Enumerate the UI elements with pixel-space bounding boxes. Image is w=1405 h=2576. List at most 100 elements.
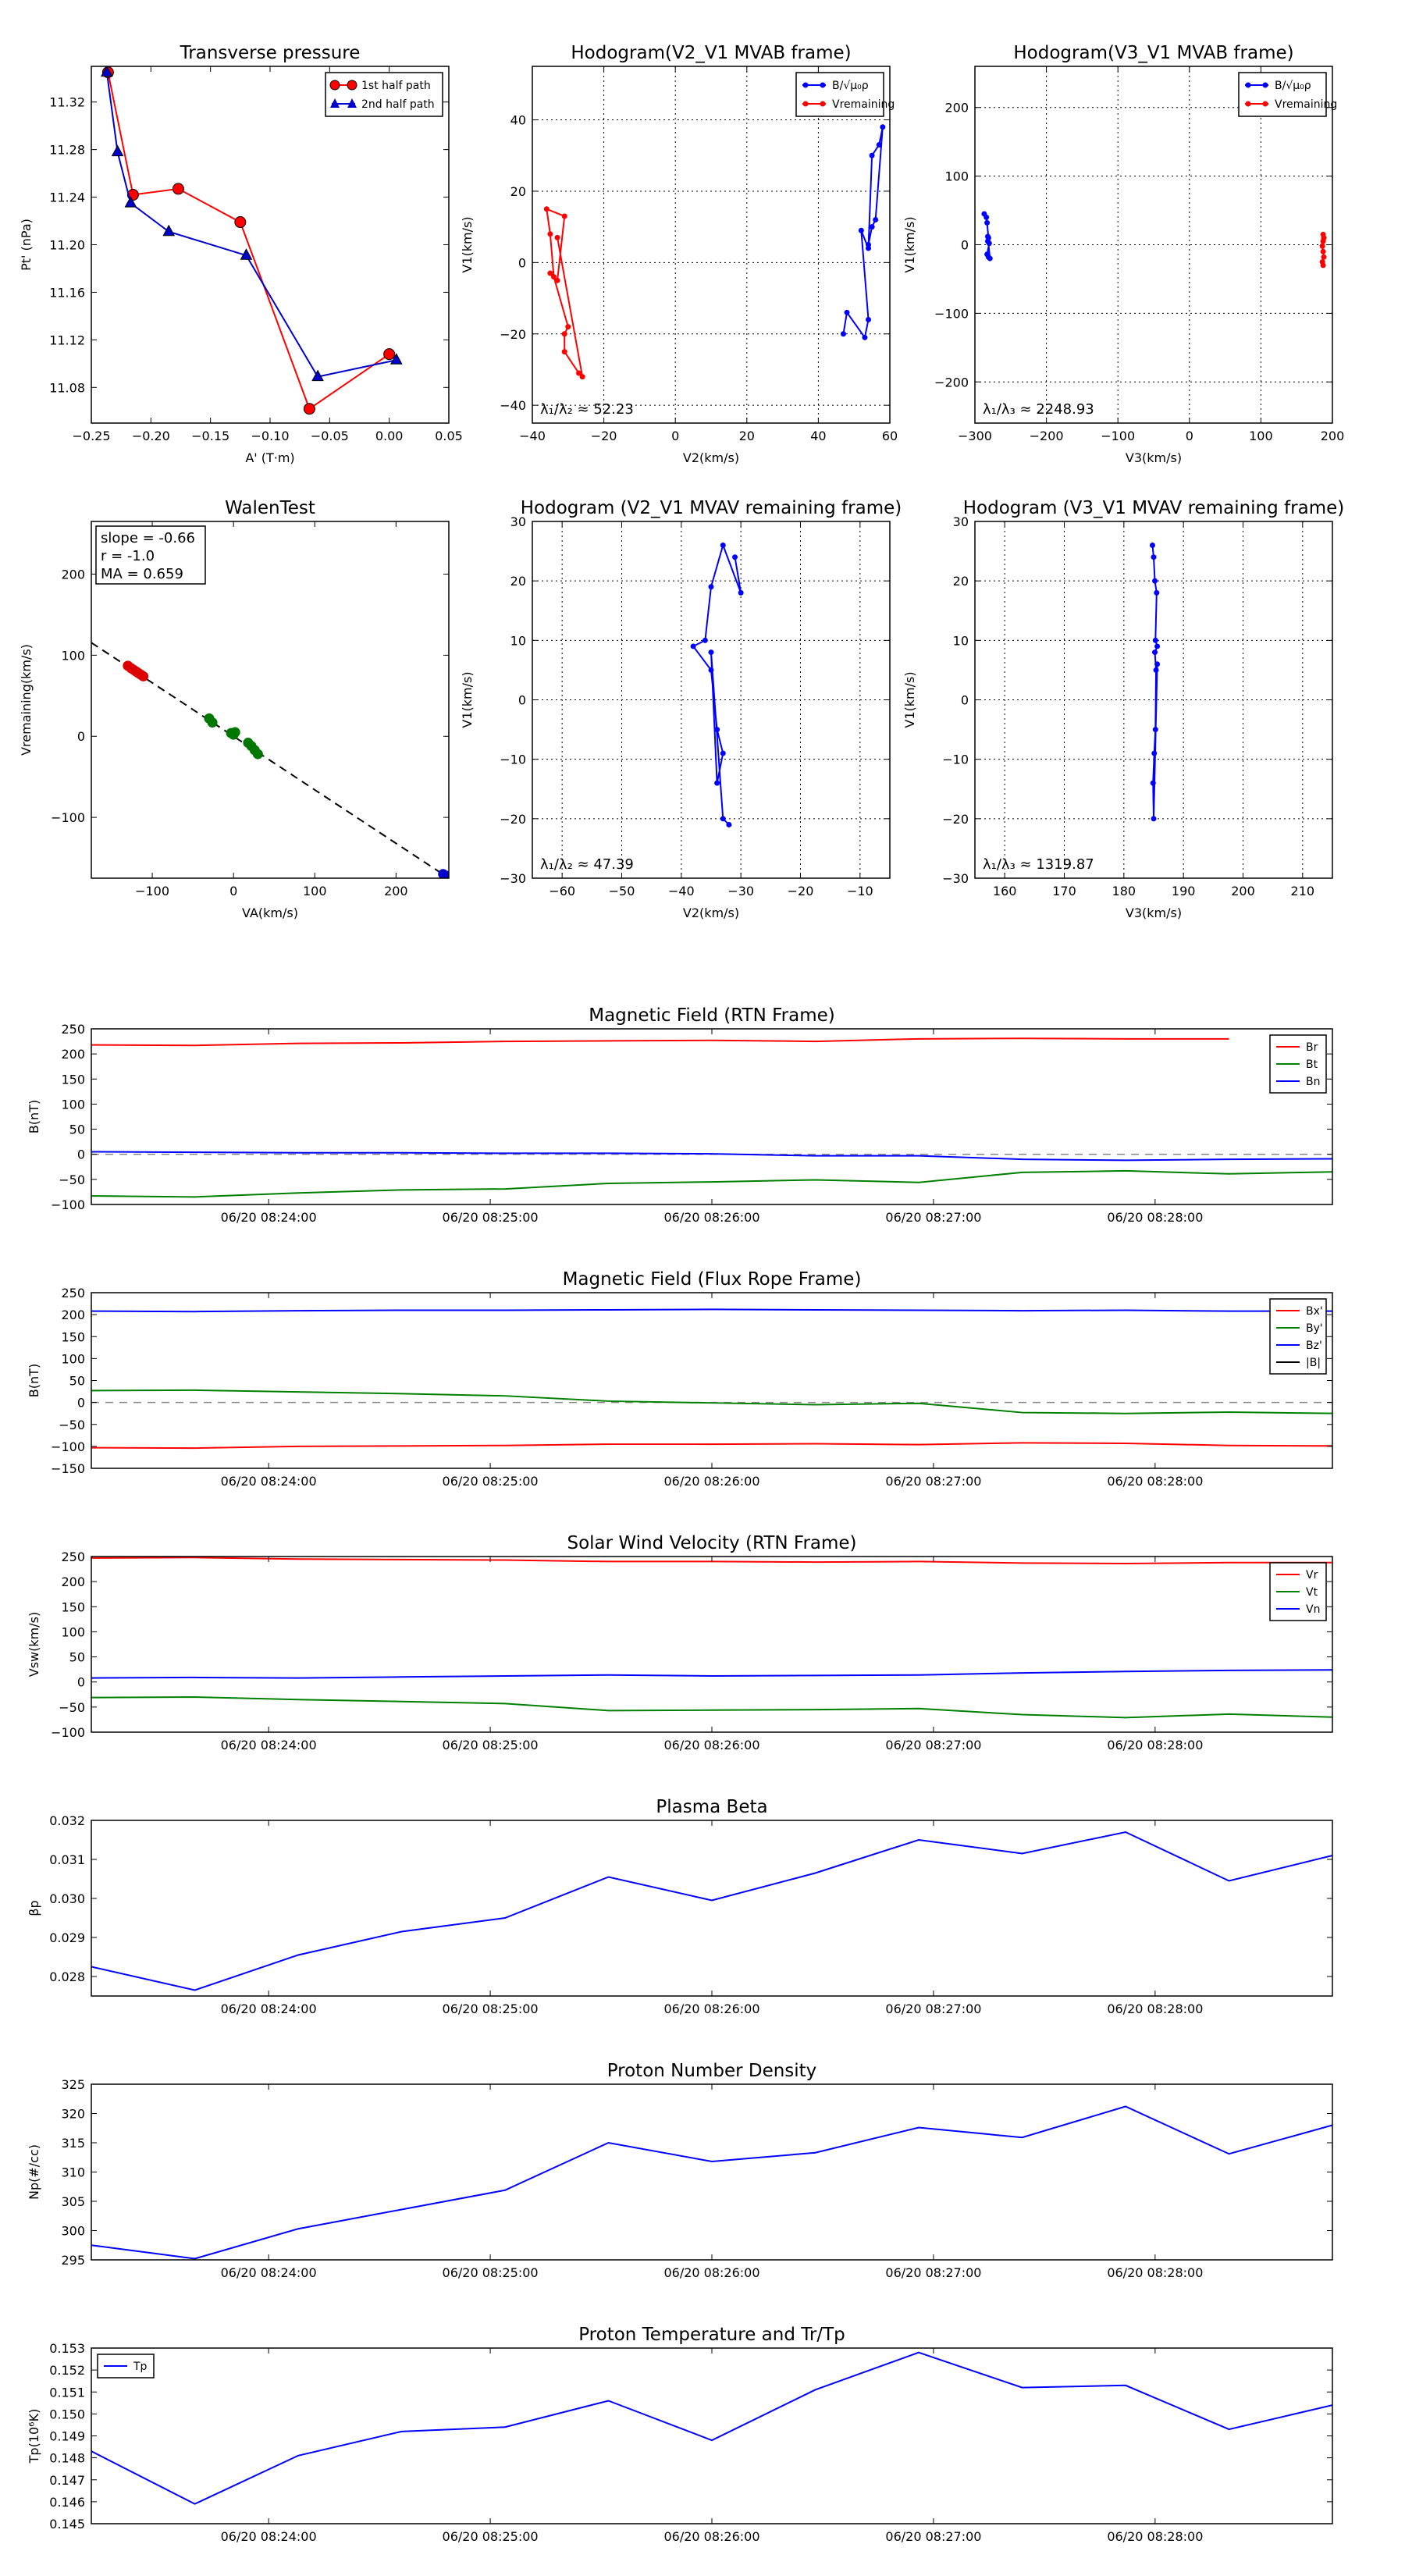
eigen-ratio-annotation: λ₁/λ₂ ≈ 47.39: [540, 856, 634, 873]
y-tick-label: 10: [953, 633, 969, 648]
y-axis-label: V1(km/s): [902, 671, 917, 728]
data-point: [550, 274, 557, 280]
data-point: [172, 183, 184, 195]
x-tick-label: 06/20 08:24:00: [221, 1474, 317, 1489]
data-point: [873, 217, 879, 223]
x-tick-label: 06/20 08:25:00: [443, 1210, 539, 1225]
data-point: [1149, 542, 1155, 548]
y-tick-label: 200: [61, 1308, 85, 1322]
data-point: [1152, 578, 1158, 584]
series-Vn: [91, 1669, 1332, 1679]
x-tick-label: −20: [591, 429, 617, 443]
x-tick-label: 06/20 08:26:00: [663, 2001, 759, 2016]
x-axis-label: V3(km/s): [1126, 906, 1182, 920]
data-point: [383, 348, 396, 361]
series-B-: [981, 211, 993, 262]
y-axis-label: B(nT): [27, 1100, 41, 1133]
stats-line: r = -1.0: [101, 548, 155, 564]
data-point: [138, 671, 149, 681]
data-point: [1154, 661, 1161, 667]
y-tick-label: 250: [61, 1286, 85, 1300]
legend-box: [1238, 72, 1327, 117]
legend-label: Bx': [1306, 1305, 1323, 1318]
chart-title: Hodogram(V3_V1 MVAB frame): [1013, 43, 1293, 63]
y-tick-label: −100: [51, 1725, 85, 1740]
y-tick-label: −40: [500, 398, 526, 413]
legend-label: Vremaining: [1275, 98, 1337, 111]
data-point: [252, 749, 263, 760]
y-tick-label: 0: [518, 693, 526, 708]
y-axis-label: V1(km/s): [902, 216, 917, 272]
data-point: [207, 717, 218, 728]
legend: B/√μ₀ρ Vremaining: [795, 72, 895, 117]
data-point: [311, 369, 324, 382]
data-point: [547, 231, 553, 237]
series-line: [91, 1151, 1332, 1162]
chart-vsw: 06/20 08:24:00 06/20 08:25:00 06/20 08:26:…: [27, 1533, 1333, 1752]
y-tick-label: 0: [961, 238, 969, 253]
y-tick-label: 200: [61, 1574, 85, 1589]
x-tick-label: −60: [549, 884, 575, 898]
legend-label: By': [1306, 1322, 1323, 1335]
x-tick-label: 06/20 08:25:00: [443, 2265, 539, 2280]
legend-box: [325, 72, 443, 117]
data-point: [579, 374, 585, 380]
y-tick-label: 0.147: [49, 2473, 85, 2488]
y-tick-label: 11.20: [49, 238, 85, 253]
data-point: [101, 66, 113, 77]
y-tick-label: 0: [77, 1147, 85, 1162]
y-tick-label: 0: [77, 1396, 85, 1411]
data-point: [1321, 254, 1327, 260]
y-tick-label: 315: [61, 2136, 85, 2151]
data-point: [714, 780, 720, 786]
series-line: [91, 2351, 1332, 2505]
data-point: [240, 248, 253, 260]
series-B-: [840, 124, 886, 340]
x-tick-label: −200: [1030, 429, 1064, 443]
data-point: [1152, 727, 1158, 733]
plot-frame: [91, 1028, 1333, 1205]
legend-label: Br: [1306, 1041, 1318, 1054]
data-point: [1320, 262, 1326, 269]
eigen-ratio-annotation: λ₁/λ₃ ≈ 1319.87: [983, 856, 1094, 873]
series-line: [91, 1669, 1332, 1679]
y-tick-label: 11.08: [49, 380, 85, 395]
x-tick-label: 06/20 08:24:00: [221, 2529, 317, 2544]
series-2nd-half-path: [101, 66, 403, 382]
data-point: [708, 649, 714, 656]
x-tick-label: 06/20 08:24:00: [221, 1738, 317, 1752]
y-axis-label: Pt' (nPa): [19, 219, 34, 271]
chart-walen: −100 0 100 200 −100 0 100 200 WalenTest VA(km/s) V…: [19, 498, 450, 920]
series-line: [91, 1308, 1332, 1313]
y-tick-label: 10: [510, 633, 526, 648]
y-tick-label: 30: [953, 514, 969, 529]
y-tick-label: 0.148: [49, 2451, 85, 2466]
x-axis-label: A' (T·m): [245, 450, 294, 465]
y-axis-label: V1(km/s): [460, 216, 475, 272]
legend-marker: [329, 80, 340, 91]
x-tick-label: 40: [810, 429, 826, 443]
y-tick-label: 0: [518, 255, 526, 270]
series-red: [123, 660, 149, 681]
series-Bx-: [91, 1442, 1332, 1450]
y-tick-label: 0.031: [49, 1852, 85, 1867]
y-tick-label: −50: [59, 1172, 85, 1187]
legend-label: Bn: [1306, 1076, 1320, 1088]
series-line: [91, 1442, 1332, 1450]
y-tick-label: −100: [934, 306, 969, 321]
plot-frame: [91, 521, 450, 879]
series-line: [91, 1389, 1332, 1414]
y-tick-label: 300: [61, 2224, 85, 2239]
series-Bt: [91, 1169, 1332, 1198]
data-point: [869, 224, 875, 230]
y-tick-label: 0: [77, 1675, 85, 1690]
x-tick-label: 100: [1249, 429, 1273, 443]
chart-title: Proton Temperature and Tr/Tp: [578, 2325, 845, 2345]
data-point: [858, 227, 864, 233]
legend-marker: [330, 98, 340, 108]
x-tick-label: 06/20 08:26:00: [663, 2529, 759, 2544]
x-tick-label: 06/20 08:25:00: [443, 1738, 539, 1752]
series-Vremaining: [543, 206, 585, 380]
x-axis-label: V2(km/s): [683, 906, 739, 920]
data-point: [984, 233, 991, 240]
